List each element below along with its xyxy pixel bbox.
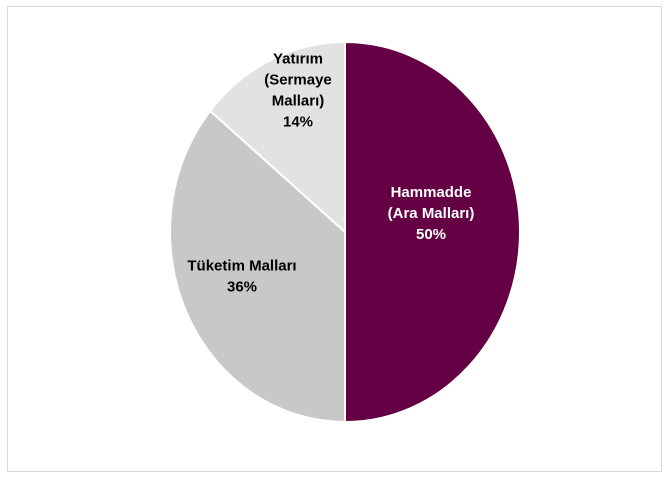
data-label-text: Yatırım bbox=[273, 50, 323, 67]
data-label-tuketim-mallari: Tüketim Malları 36% bbox=[187, 257, 296, 295]
data-label-yatirim-sermaye-mallari: Yatırım (Sermaye Malları) 14% bbox=[264, 50, 332, 130]
data-label-hammadde-ara-mallari: Hammadde (Ara Malları) 50% bbox=[388, 184, 475, 243]
data-label-value: 14% bbox=[283, 113, 313, 130]
data-label-text: (Ara Malları) bbox=[388, 205, 475, 222]
pie-slice-yatirim-sermaye-mallari bbox=[208, 40, 346, 235]
data-label-text: (Sermaye bbox=[264, 71, 332, 88]
data-label-text: Hammadde bbox=[391, 184, 472, 201]
data-label-text: Malları) bbox=[272, 92, 325, 109]
data-label-value: 50% bbox=[416, 226, 446, 243]
data-label-value: 36% bbox=[227, 278, 257, 295]
data-label-text: Tüketim Malları bbox=[187, 257, 296, 274]
pie-slice-tuketim-mallari bbox=[169, 109, 346, 424]
pie-slice-hammadde-ara-mallari bbox=[344, 40, 521, 424]
